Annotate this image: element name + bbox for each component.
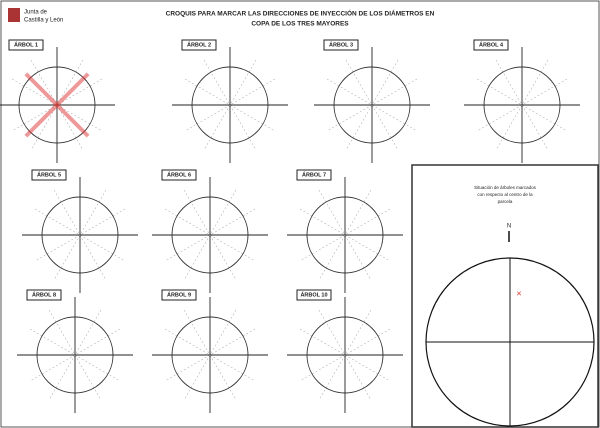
direction-line [164,208,256,262]
label-box [31,169,67,181]
panel-title: con respecto al centro de la [477,192,533,197]
label-box [181,39,217,51]
diagram-label: ÁRBOL 9 [167,291,191,298]
label-box [323,39,359,51]
direction-line [29,328,121,382]
direction-line [299,328,391,382]
diagram-circle [306,196,384,274]
direction-line [476,78,568,132]
panel-title: Situación de árboles marcados [474,185,537,190]
direction-line [326,78,418,132]
diagram-label: ÁRBOL 6 [167,171,191,178]
diagram-circle [18,66,96,144]
diagram-label: ÁRBOL 1 [14,41,38,48]
diagram-label: ÁRBOL 4 [479,41,504,48]
diagram-circle [171,316,249,394]
label-box [161,289,197,301]
diagram-label: ÁRBOL 3 [329,41,353,48]
panel-title: parcela [498,199,513,204]
direction-line [11,78,103,132]
label-box [473,39,509,51]
panel-box [411,164,599,428]
direction-line [299,208,391,262]
label-box [8,39,44,51]
diagram-circle [171,196,249,274]
diagram-circle [483,66,561,144]
direction-line [34,208,126,262]
logo [8,8,20,22]
logo-text: Junta de [24,10,48,16]
title: CROQUIS PARA MARCAR LAS DIRECCIONES DE I… [166,9,435,18]
diagram-label: ÁRBOL 5 [37,171,61,178]
diagram-circle [306,316,384,394]
direction-line [184,78,276,132]
label-box [161,169,197,181]
label-box [26,289,62,301]
direction-line [164,328,256,382]
diagram-label: ÁRBOL 7 [302,171,326,178]
logo-text: Castilla y León [24,18,63,24]
diagram-label: ÁRBOL 8 [32,291,56,298]
title: COPA DE LOS TRES MAYORES [251,21,349,28]
diagram-circle [191,66,269,144]
diagram-circle [333,66,411,144]
injection-mark [24,72,90,138]
diagram-circle [36,316,114,394]
north-label: N [507,224,511,230]
tree-mark: × [516,288,521,298]
label-box [296,169,332,181]
diagram-label: ÁRBOL 10 [300,291,327,298]
label-box [296,289,332,301]
diagram-label: ÁRBOL 2 [187,41,211,48]
diagram-circle [41,196,119,274]
